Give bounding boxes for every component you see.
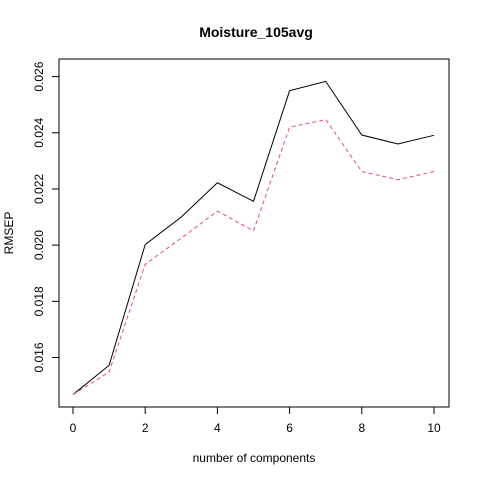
y-tick-label: 0.022 (32, 174, 46, 204)
y-axis-label: RMSEP (2, 212, 16, 255)
series-line-2 (72, 119, 435, 395)
series-line-1 (72, 80, 435, 395)
plot-area (58, 58, 450, 408)
x-tick-label: 10 (427, 421, 441, 435)
y-tick-label: 0.026 (32, 61, 46, 91)
x-axis: 0 2 4 6 8 10 (70, 406, 441, 435)
series-layer (72, 80, 435, 395)
y-tick-label: 0.016 (32, 342, 46, 372)
x-tick-label: 0 (70, 421, 77, 435)
x-tick-label: 4 (214, 421, 221, 435)
x-tick-label: 6 (286, 421, 293, 435)
x-axis-label: number of components (193, 451, 316, 465)
y-axis: 0.016 0.018 0.020 0.022 0.024 0.026 (32, 61, 60, 373)
y-tick-label: 0.018 (32, 286, 46, 316)
x-tick-label: 8 (358, 421, 365, 435)
y-tick-label: 0.024 (32, 117, 46, 147)
x-tick-label: 2 (142, 421, 149, 435)
chart-title: Moisture_105avg (199, 24, 313, 40)
y-tick-label: 0.020 (32, 230, 46, 260)
